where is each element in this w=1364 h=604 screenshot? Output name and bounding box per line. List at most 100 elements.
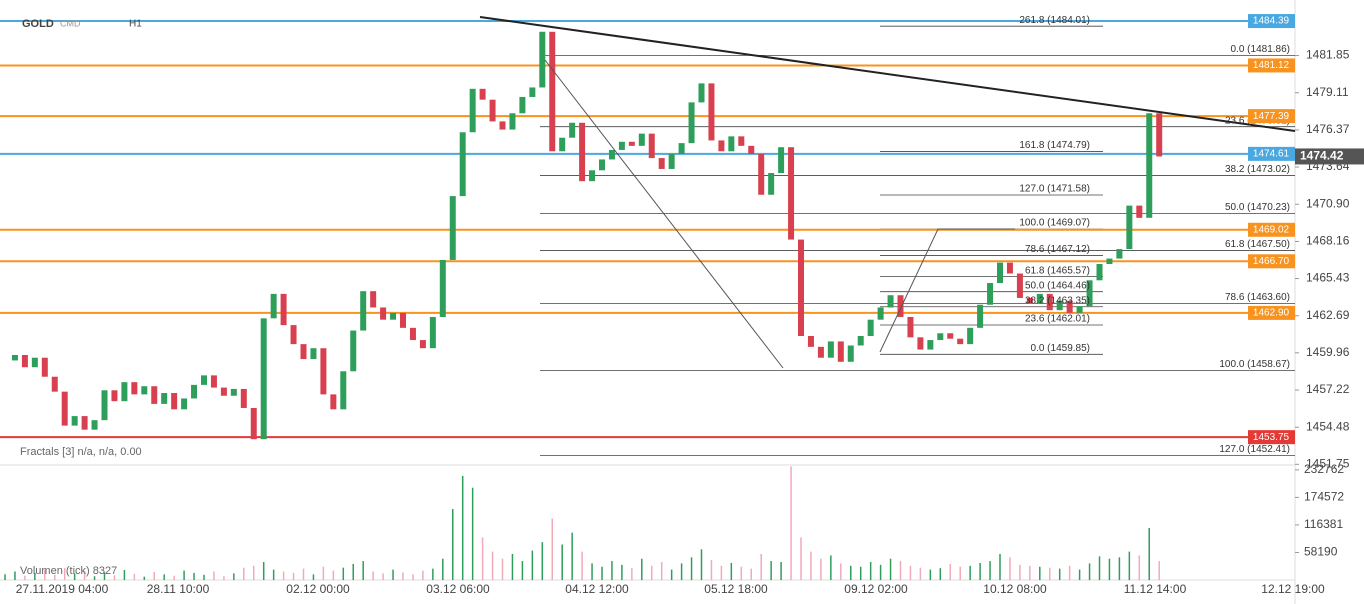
y-tick-label: 1459.96 [1306, 345, 1350, 359]
candle [1156, 113, 1163, 157]
candle [738, 136, 745, 146]
price-level-label: 1477.39 [1253, 111, 1290, 122]
candle [171, 393, 178, 410]
fib-label: 38.2 (1463.35) [1025, 295, 1090, 306]
volume-tick-label: 58190 [1304, 545, 1338, 559]
price-level-badge [1248, 222, 1295, 237]
fib-label: 100.0 (1469.07) [1019, 218, 1090, 229]
candle [71, 416, 78, 426]
candle [340, 371, 347, 410]
price-level-label: 1462.90 [1253, 308, 1290, 319]
candle [320, 348, 327, 395]
candle [51, 376, 58, 392]
candle [31, 357, 38, 368]
candle [1076, 306, 1083, 313]
candle [589, 170, 596, 182]
marks [0, 20, 1295, 580]
fib-label: 50.0 (1464.46) [1025, 280, 1090, 291]
candle [748, 145, 755, 155]
candle [708, 83, 715, 141]
candle [1046, 293, 1053, 311]
candle [877, 307, 884, 320]
x-tick-label: 09.12 02:00 [844, 582, 908, 596]
y-tick-label: 1470.90 [1306, 196, 1350, 210]
candle [230, 388, 237, 396]
candle [181, 398, 188, 410]
candle [608, 149, 615, 160]
candle [599, 159, 605, 171]
candle [1106, 258, 1113, 265]
price-level-label: 1466.70 [1253, 256, 1290, 267]
candle [668, 154, 675, 169]
candle [728, 136, 735, 152]
price-level-badge [1248, 254, 1295, 269]
candle [210, 375, 217, 388]
candle [887, 295, 894, 308]
candle [161, 393, 168, 404]
candle [1066, 300, 1073, 313]
volume-tick-label: 116381 [1304, 517, 1343, 531]
y-tick-label: 1462.69 [1306, 308, 1350, 322]
candle [429, 316, 436, 349]
indicator-label: Fractals [3] n/a, n/a, 0.00 [20, 446, 142, 458]
candle [240, 388, 247, 408]
candle [131, 382, 138, 395]
last-price-label: 1474.42 [1300, 149, 1344, 163]
timeframe[interactable]: H1 [129, 19, 142, 30]
candle [628, 141, 635, 146]
volume-tick-label: 232762 [1304, 462, 1344, 476]
candle [499, 121, 506, 130]
candle [678, 143, 685, 155]
candle [300, 344, 307, 360]
candle [270, 293, 277, 319]
candle [549, 31, 556, 152]
candle [529, 87, 536, 97]
candle [569, 122, 576, 138]
price-level-label: 1469.02 [1253, 224, 1290, 235]
candle [310, 348, 317, 360]
candle [788, 147, 795, 240]
candle [977, 304, 984, 328]
price-level-label: 1484.39 [1253, 16, 1290, 27]
y-tick-label: 1451.75 [1306, 456, 1350, 470]
candle [559, 137, 566, 152]
candle [1016, 273, 1023, 298]
candle [688, 102, 695, 144]
candle [91, 420, 98, 430]
price-level-badge [1248, 146, 1295, 161]
candle [817, 346, 824, 358]
symbol[interactable]: GOLD [22, 18, 54, 30]
y-tick-label: 1457.22 [1306, 382, 1350, 396]
candle [1086, 280, 1093, 307]
volume-tick-label: 174572 [1304, 490, 1344, 504]
x-tick-label: 04.12 12:00 [565, 582, 629, 596]
candle [469, 88, 476, 133]
candle [101, 390, 108, 421]
candle [280, 293, 287, 326]
candle [380, 307, 387, 320]
candle [61, 391, 68, 426]
fib-label: 161.8 (1474.79) [1019, 140, 1090, 151]
x-tick-label: 27.11.2019 04:00 [16, 582, 109, 596]
candle [867, 319, 874, 336]
fib-label: 23.6 (1462.01) [1025, 314, 1090, 325]
price-level-badge [1248, 14, 1295, 29]
candle [489, 99, 496, 122]
fib-label: 0.0 (1459.85) [1031, 343, 1091, 354]
fib-label: 61.8 (1465.57) [1025, 265, 1090, 276]
fib-label: 127.0 (1452.41) [1219, 444, 1290, 455]
candle [1006, 262, 1013, 274]
y-tick-label: 1454.48 [1306, 419, 1350, 433]
y-tick-label: 1468.16 [1306, 234, 1350, 248]
fib-label: 0.0 (1481.86) [1231, 44, 1291, 55]
candle [350, 330, 357, 372]
fib-label: 50.0 (1470.23) [1225, 202, 1290, 213]
candle [21, 354, 28, 368]
candle [987, 283, 994, 305]
price-level-label: 1481.12 [1253, 60, 1290, 71]
candle [917, 337, 924, 350]
candle [1136, 205, 1143, 218]
candle [579, 122, 586, 182]
candle [1096, 264, 1103, 281]
fib-anchor [879, 228, 1015, 353]
